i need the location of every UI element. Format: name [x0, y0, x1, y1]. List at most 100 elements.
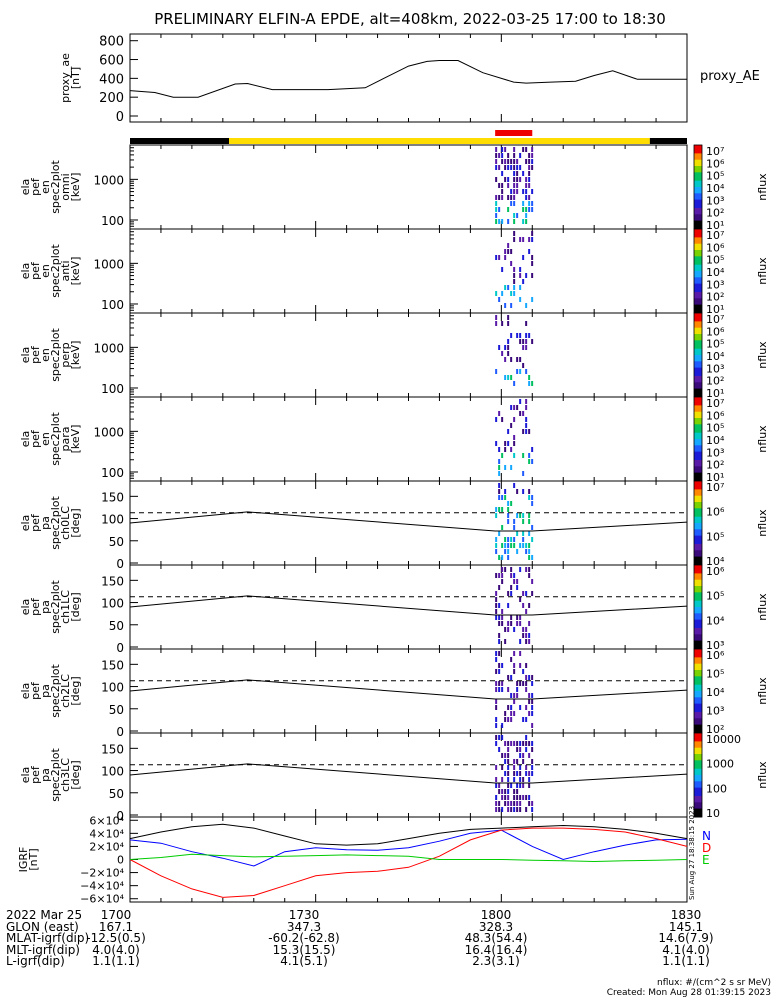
pitch-angle-ylabel-line: pa [39, 600, 52, 614]
spectrogram-pixel [519, 399, 522, 404]
spectrogram-pixel [528, 777, 531, 782]
spectrogram-pixel [504, 627, 507, 632]
spectrogram-pixel [522, 345, 525, 350]
spectrogram-pixel [507, 753, 510, 758]
spectrogram-pixel [513, 765, 516, 770]
colorbar-segment [694, 739, 702, 742]
colorbar-segment [694, 779, 702, 782]
spectrogram-pixel [495, 177, 498, 182]
spectrogram-pixel [519, 267, 522, 272]
spectrogram-pixel [531, 693, 534, 698]
colorbar-segment [694, 203, 702, 207]
spectrogram-pixel [531, 747, 534, 752]
colorbar-segment [694, 197, 702, 201]
spectrogram-pixel [510, 675, 513, 680]
colorbar-segment [694, 399, 702, 402]
energy-panel-ylabel-line: pef [29, 345, 42, 364]
spectrogram-pixel [501, 495, 504, 500]
colorbar-segment [694, 453, 702, 457]
spectrogram-pixel [510, 621, 513, 626]
colorbar-segment [694, 243, 702, 247]
colorbar-segment [694, 205, 702, 209]
y-tick-label: 6×10⁴ [89, 814, 124, 827]
proxy-ae-ylabel-line: proxy_ae [59, 53, 72, 103]
spectrogram-pixel [522, 147, 525, 152]
colorbar-segment [694, 369, 702, 373]
field-aligned-line [129, 763, 688, 784]
spectrogram-pixel [513, 711, 516, 716]
spectrogram-pixel [528, 177, 531, 182]
spectrogram-pixel [504, 789, 507, 794]
colorbar-segment [694, 457, 702, 461]
spectrogram-pixel [507, 375, 510, 380]
spectrogram-pixel [528, 159, 531, 164]
spectrogram-pixel [507, 249, 510, 254]
colorbar-segment [694, 468, 702, 471]
energy-panel-ylabel-line: spec2plot [49, 412, 62, 466]
spectrogram-pixel [501, 189, 504, 194]
colorbar-segment [694, 241, 702, 245]
colorbar-segment [694, 405, 702, 408]
colorbar-segment [694, 449, 702, 453]
energy-panel-ylabel-line: en [39, 180, 52, 194]
colorbar-segment [694, 539, 702, 543]
spectrogram-pixel [513, 159, 516, 164]
colorbar-segment [694, 802, 702, 805]
colorbar-segment [694, 592, 702, 595]
spectrogram-pixel [528, 513, 531, 518]
colorbar-segment [694, 308, 702, 312]
spectrogram-pixel [495, 159, 498, 164]
igrf-legend-n: N [702, 829, 711, 843]
orbit-cell: 328.3 [478, 919, 514, 934]
spectrogram-pixel [519, 795, 522, 800]
pitch-angle-ylabel-line: ch3LC [59, 758, 72, 792]
colorbar-segment [694, 145, 702, 148]
spectrogram-pixel [507, 315, 510, 320]
spectrogram-pixel [531, 711, 534, 716]
pitch-angle-ylabel-line: ch1LC [59, 590, 72, 624]
colorbar-segment [694, 745, 702, 749]
spectrogram-pixel [501, 525, 504, 530]
orbit-cell: 4.0(4.0) [92, 942, 140, 957]
spectrogram-pixel [516, 213, 519, 218]
spectrogram-pixel [531, 237, 534, 242]
colorbar-label-text: nflux [756, 425, 769, 453]
energy-panel-ylabel-line: [keV] [69, 425, 82, 454]
spectrogram-pixel [513, 219, 516, 224]
spectrogram-pixel [510, 705, 513, 710]
spectrogram-pixel [510, 189, 513, 194]
spectrogram-pixel [522, 681, 525, 686]
spectrogram-pixel [525, 399, 528, 404]
spectrogram-pixel [504, 177, 507, 182]
colorbar-segment [694, 682, 702, 686]
colorbar-segment [694, 281, 702, 285]
spectrogram-pixel [498, 207, 501, 212]
colorbar-segment [694, 581, 702, 585]
colorbar-segment [694, 218, 702, 222]
colorbar-segment [694, 628, 702, 631]
spectrogram-pixel [519, 747, 522, 752]
spectrogram-pixel [501, 453, 504, 458]
spectrogram-pixel [525, 741, 528, 746]
colorbar-segment [694, 548, 702, 551]
spectrogram-pixel [513, 267, 516, 272]
spectrogram-pixel [522, 219, 525, 224]
spectrogram-pixel [495, 723, 498, 728]
colorbar-segment [694, 653, 702, 656]
spectrogram-pixel [519, 663, 522, 668]
spectrogram-pixel [510, 693, 513, 698]
spectrogram-pixel [525, 663, 528, 668]
spectrogram-pixel [528, 753, 531, 758]
spectrogram-pixel [495, 573, 498, 578]
spectrogram-pixel [522, 201, 525, 206]
colorbar-segment [694, 569, 702, 572]
spectrogram-pixel [495, 441, 498, 446]
spectrogram-pixel [510, 543, 513, 548]
colorbar-segment [694, 558, 702, 562]
colorbar-segment [694, 772, 702, 776]
spectrogram-pixel [513, 795, 516, 800]
colorbar-segment [694, 724, 702, 728]
energy-panel-ylabel-line: spec2plot [49, 244, 62, 298]
energy-panel: 1000100elapefenspec2plotpara[keV]10⁷10⁶1… [19, 396, 769, 484]
